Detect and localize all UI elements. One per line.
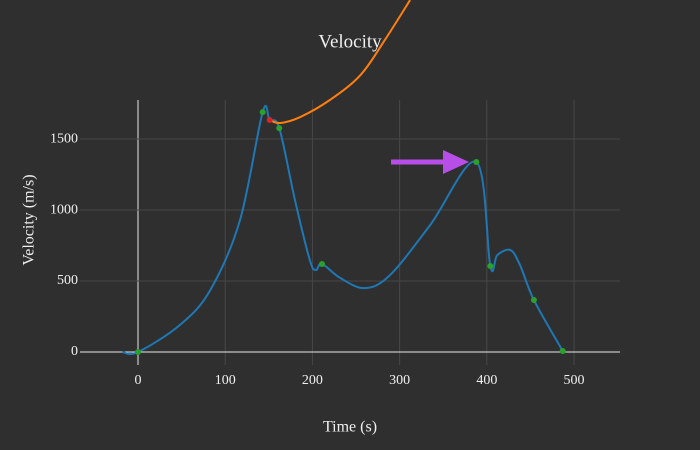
x-tick-label: 400 — [476, 373, 497, 388]
data-point — [473, 159, 480, 166]
line-series — [269, 0, 411, 125]
y-axis-label: Velocity (m/s) — [21, 174, 38, 265]
x-tick-label: 500 — [564, 373, 585, 388]
y-tick-label: 1000 — [50, 202, 78, 217]
data-point — [319, 260, 326, 267]
arrow-annotation — [391, 150, 469, 174]
data-point — [276, 125, 283, 132]
x-tick-label: 0 — [134, 373, 141, 388]
x-tick-label: 100 — [215, 373, 236, 388]
data-point — [530, 297, 537, 304]
data-point — [266, 117, 273, 124]
arrow-head — [443, 150, 469, 174]
y-tick-label: 1500 — [50, 131, 78, 146]
y-tick-label: 500 — [57, 273, 78, 288]
data-point — [259, 109, 266, 116]
x-tick-label: 300 — [389, 373, 410, 388]
x-tick-label: 200 — [302, 373, 323, 388]
plot-area: 0 100 200 300 400 500 0 500 1000 1500 — [50, 0, 620, 388]
y-tick-label: 0 — [71, 344, 78, 359]
chart-title: Velocity — [318, 31, 382, 52]
data-point — [559, 348, 566, 355]
data-point — [134, 349, 141, 356]
x-axis-label: Time (s) — [323, 419, 377, 436]
data-point — [487, 262, 494, 269]
